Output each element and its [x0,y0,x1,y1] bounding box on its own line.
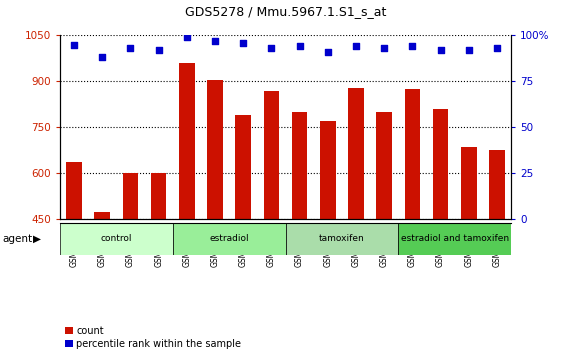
Bar [179,63,195,219]
Bar [399,223,511,255]
Point [267,45,276,51]
Bar [405,89,420,219]
Text: tamoxifen: tamoxifen [319,234,365,244]
Point [211,38,220,44]
Bar [235,115,251,219]
Text: GDS5278 / Mmu.5967.1.S1_s_at: GDS5278 / Mmu.5967.1.S1_s_at [185,5,386,18]
Bar [376,112,392,219]
Point [70,42,79,47]
Point [323,49,332,55]
Bar [207,80,223,219]
Bar [320,121,336,219]
Bar [60,223,173,255]
Text: control: control [100,234,132,244]
Bar [348,87,364,219]
Point [380,45,389,51]
Point [351,44,360,49]
Legend: count, percentile rank within the sample: count, percentile rank within the sample [65,326,242,349]
Point [436,47,445,53]
Point [295,44,304,49]
Text: agent: agent [3,234,33,244]
Point [126,45,135,51]
Point [408,44,417,49]
Bar [489,150,505,219]
Bar [264,91,279,219]
Bar [461,147,477,219]
Point [239,40,248,46]
Bar [94,212,110,219]
Bar [123,173,138,219]
Bar [292,112,307,219]
Bar [286,223,399,255]
Bar [66,162,82,219]
Text: estradiol: estradiol [210,234,249,244]
Point [464,47,473,53]
Text: estradiol and tamoxifen: estradiol and tamoxifen [401,234,509,244]
Point [154,47,163,53]
Point [182,34,191,40]
Bar [173,223,286,255]
Text: ▶: ▶ [33,234,41,244]
Point [492,45,501,51]
Point [98,55,107,60]
Bar [151,173,166,219]
Bar [433,109,448,219]
